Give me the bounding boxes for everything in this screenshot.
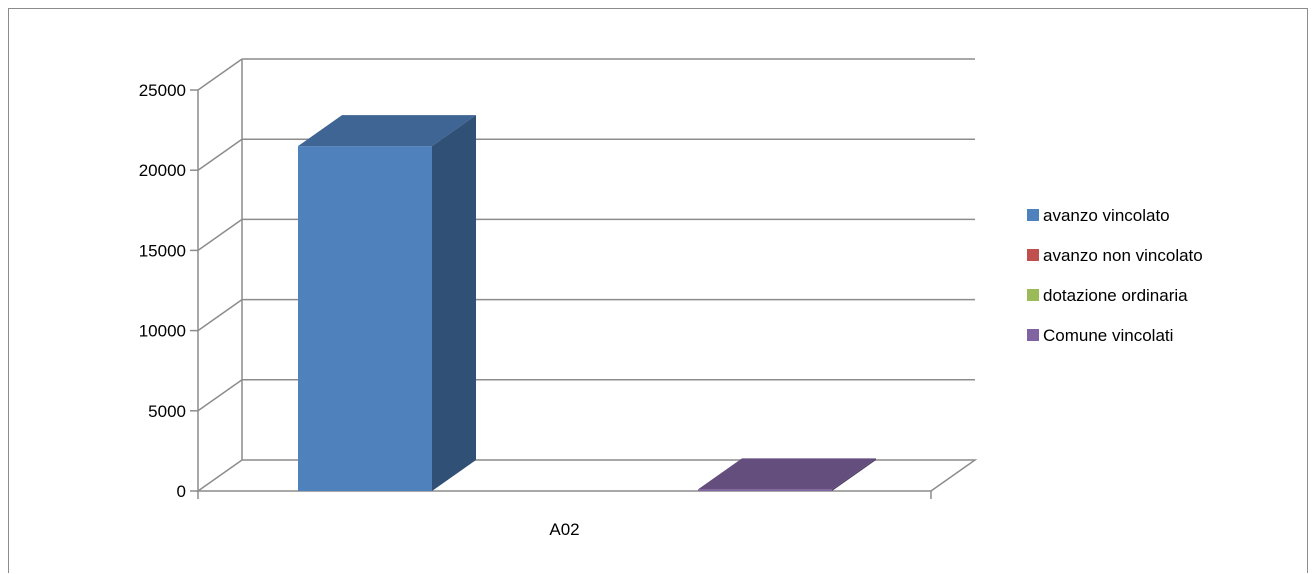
gridline-side: [197, 218, 243, 252]
y-tick-label: 5000: [148, 402, 186, 421]
y-tick-label: 0: [177, 482, 186, 501]
legend-label: dotazione ordinaria: [1043, 286, 1188, 305]
legend-item: dotazione ordinaria: [1027, 286, 1188, 305]
y-tick-label: 15000: [139, 241, 186, 260]
gridline-side: [197, 298, 243, 332]
gridline-side: [197, 58, 243, 91]
legend-label: Comune vincolati: [1043, 326, 1173, 345]
y-tick-label: 10000: [139, 322, 186, 341]
bar-front: [298, 146, 432, 491]
legend-item: avanzo vincolato: [1027, 206, 1170, 225]
bar-top: [298, 115, 476, 147]
bar-side: [832, 458, 876, 491]
legend-swatch: [1027, 329, 1039, 341]
bar-top: [698, 458, 876, 490]
bar-chart: 0 5000 10000 15000 20000 25000 A02 avanzo vin…: [139, 58, 1203, 539]
x-axis: A02: [197, 491, 932, 539]
gridline-side: [197, 138, 243, 171]
legend-swatch: [1027, 209, 1039, 221]
bar-side: [432, 115, 476, 491]
bar-0: [298, 115, 476, 491]
bars: [298, 115, 876, 491]
y-axis: 0 5000 10000 15000 20000 25000: [139, 81, 199, 501]
legend-swatch: [1027, 249, 1039, 261]
bar-front: [698, 489, 832, 491]
chart-frame: 0 5000 10000 15000 20000 25000 A02 avanzo vin…: [8, 8, 1308, 573]
legend-item: avanzo non vincolato: [1027, 246, 1203, 265]
gridline-side: [197, 379, 243, 412]
legend-label: avanzo vincolato: [1043, 206, 1170, 225]
legend-swatch: [1027, 289, 1039, 301]
y-tick-label: 20000: [139, 161, 186, 180]
bar-3: [698, 458, 876, 491]
x-category-label: A02: [549, 520, 579, 539]
legend-item: Comune vincolati: [1027, 326, 1173, 345]
legend-label: avanzo non vincolato: [1043, 246, 1203, 265]
legend: avanzo vincolato avanzo non vincolato dota…: [1027, 206, 1203, 345]
y-tick-label: 25000: [139, 81, 186, 100]
